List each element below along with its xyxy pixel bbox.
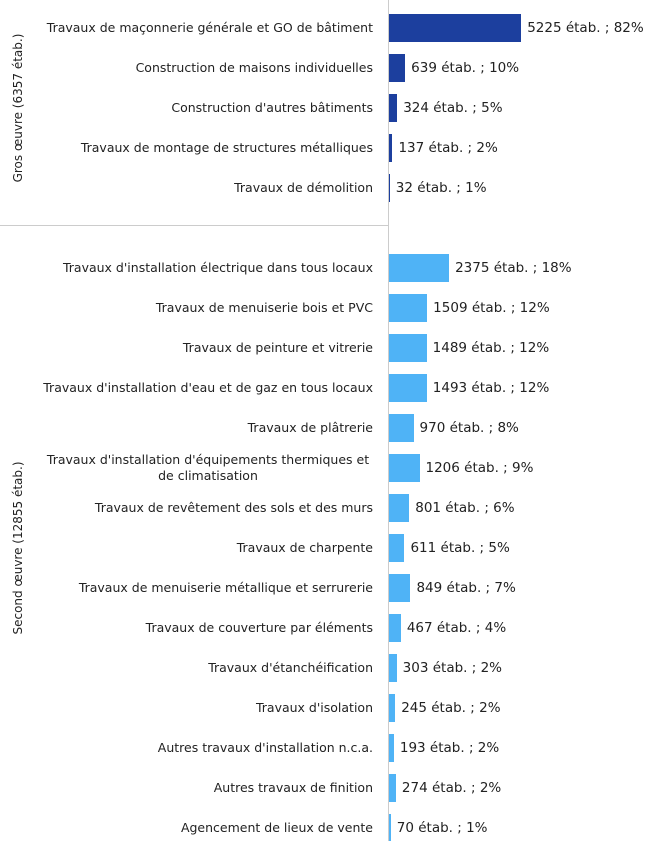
value-label: 2375 étab. ; 18%: [455, 260, 572, 276]
category-text: Travaux d'installation électrique dans t…: [62, 260, 373, 275]
bar: [389, 654, 397, 682]
value-label: 1509 étab. ; 12%: [433, 300, 550, 316]
category-label: Agencement de lieux de vente: [43, 820, 373, 836]
bar: [389, 574, 411, 602]
bar: [389, 254, 450, 282]
bar: [389, 174, 390, 202]
bar: [389, 294, 428, 322]
category-label: Travaux de couverture par éléments: [43, 620, 373, 636]
category-text: Construction de maisons individuelles: [135, 60, 373, 75]
category-text: Travaux d'installation d'eau et de gaz e…: [43, 380, 373, 395]
category-text: Travaux de peinture et vitrerie: [182, 340, 373, 355]
value-label: 303 étab. ; 2%: [402, 660, 502, 676]
value-label: 70 étab. ; 1%: [396, 820, 488, 836]
value-label: 32 étab. ; 1%: [395, 180, 487, 196]
category-text: Travaux d'étanchéification: [208, 660, 373, 675]
category-label: Travaux d'isolation: [43, 700, 373, 716]
category-label: Travaux de menuiserie métallique et serr…: [43, 580, 373, 596]
bar: [389, 94, 398, 122]
bar: [389, 694, 396, 722]
value-label: 1493 étab. ; 12%: [432, 380, 550, 396]
category-text: Agencement de lieux de vente: [180, 820, 373, 835]
category-text: Travaux de revêtement des sols et des mu…: [94, 500, 373, 515]
bar: [389, 494, 410, 522]
group-label: Gros œuvre (6357 étab.): [11, 33, 25, 183]
category-label: Autres travaux de finition: [43, 780, 373, 796]
category-label: Travaux de démolition: [43, 180, 373, 196]
bar: [389, 134, 393, 162]
category-text: Travaux de menuiserie bois et PVC: [155, 300, 373, 315]
category-label: Travaux d'installation d'eau et de gaz e…: [43, 380, 373, 396]
category-label: Travaux d'installation d'équipements the…: [43, 452, 373, 484]
category-label: Travaux de menuiserie bois et PVC: [43, 300, 373, 316]
value-label: 849 étab. ; 7%: [416, 580, 516, 596]
category-label: Autres travaux d'installation n.c.a.: [43, 740, 373, 756]
value-label: 137 étab. ; 2%: [398, 140, 498, 156]
bar: [389, 734, 394, 762]
category-text: Travaux d'isolation: [255, 700, 373, 715]
category-label: Travaux de revêtement des sols et des mu…: [43, 500, 373, 516]
category-text: Construction d'autres bâtiments: [171, 100, 373, 115]
bar: [389, 414, 414, 442]
category-label: Travaux de charpente: [43, 540, 373, 556]
value-label: 611 étab. ; 5%: [410, 540, 510, 556]
category-text: Travaux de maçonnerie générale et GO de …: [46, 20, 373, 35]
bar: [389, 454, 420, 482]
value-label: 245 étab. ; 2%: [401, 700, 501, 716]
category-text: Autres travaux de finition: [213, 780, 373, 795]
value-label: 970 étab. ; 8%: [419, 420, 519, 436]
group-separator: [0, 225, 389, 226]
value-label: 324 étab. ; 5%: [403, 100, 503, 116]
category-text: Travaux de menuiserie métallique et serr…: [78, 580, 373, 595]
category-text: Autres travaux d'installation n.c.a.: [157, 740, 373, 755]
category-label: Travaux de peinture et vitrerie: [43, 340, 373, 356]
category-text: Travaux de couverture par éléments: [145, 620, 373, 635]
value-label: 801 étab. ; 6%: [415, 500, 515, 516]
category-text: Travaux de démolition: [234, 180, 373, 195]
category-text: Travaux de plâtrerie: [247, 420, 373, 435]
category-text: Travaux de charpente: [236, 540, 373, 555]
category-label: Construction d'autres bâtiments: [43, 100, 373, 116]
axis-line: [388, 0, 389, 841]
value-label: 467 étab. ; 4%: [406, 620, 507, 636]
value-label: 639 étab. ; 10%: [411, 60, 520, 76]
value-label: 274 étab. ; 2%: [401, 780, 502, 796]
category-label: Travaux d'étanchéification: [43, 660, 373, 676]
value-label: 1489 étab. ; 12%: [432, 340, 550, 356]
bar: [389, 814, 391, 841]
bar: [389, 374, 427, 402]
category-label: Travaux de maçonnerie générale et GO de …: [43, 20, 373, 36]
value-label: 5225 étab. ; 82%: [527, 20, 644, 36]
category-text: Travaux de montage de structures métalli…: [80, 140, 373, 155]
bar: [389, 614, 401, 642]
bar: [389, 534, 405, 562]
category-label: Construction de maisons individuelles: [43, 60, 373, 76]
category-label: Travaux d'installation électrique dans t…: [43, 260, 373, 276]
group-label: Second œuvre (12855 étab.): [11, 461, 25, 635]
category-label: Travaux de plâtrerie: [43, 420, 373, 436]
category-text: Travaux d'installation d'équipements the…: [46, 452, 370, 483]
bar: [389, 774, 396, 802]
bar: [389, 334, 427, 362]
category-label: Travaux de montage de structures métalli…: [43, 140, 373, 156]
bar: [389, 54, 406, 82]
value-label: 1206 étab. ; 9%: [425, 460, 534, 476]
bar: [389, 14, 522, 42]
value-label: 193 étab. ; 2%: [399, 740, 500, 756]
